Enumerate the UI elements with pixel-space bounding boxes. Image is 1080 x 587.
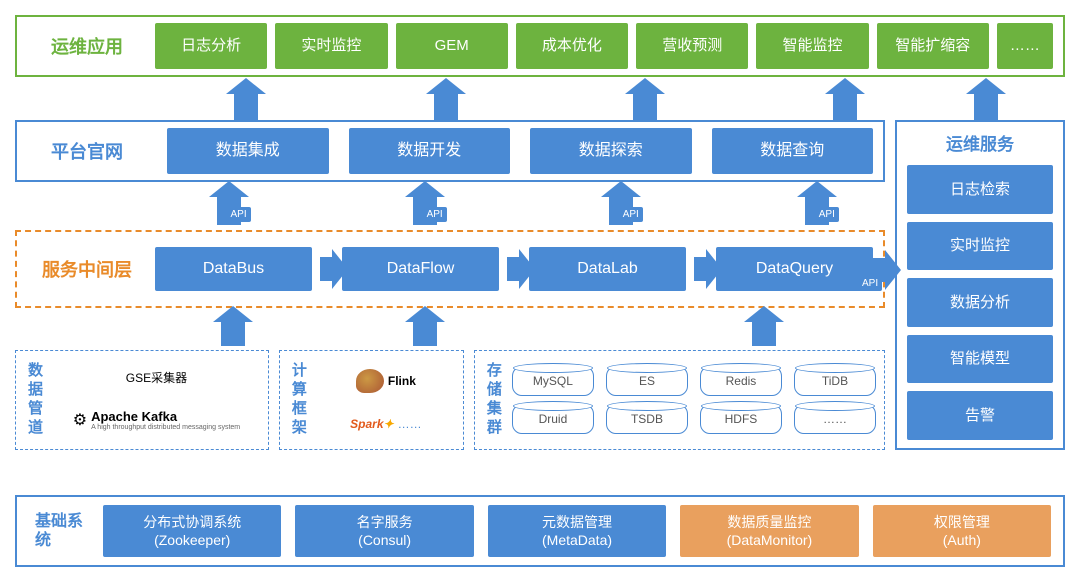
app-box: 成本优化	[516, 23, 628, 69]
middleware-box: DataLab	[529, 247, 686, 291]
arrow-up-icon	[833, 92, 857, 122]
middleware-box: DataFlow	[342, 247, 499, 291]
db-cyl: ES	[606, 366, 688, 396]
ops-box: 实时监控	[907, 222, 1053, 271]
foundation-box: 元数据管理(MetaData)	[488, 505, 666, 557]
platform-title: 平台官网	[27, 128, 147, 174]
arrow-right-icon	[507, 257, 521, 281]
flink-logo: Flink	[356, 369, 416, 393]
panel-title: 计算框架	[288, 362, 309, 438]
foundation-box: 名字服务(Consul)	[295, 505, 473, 557]
kafka-logo: ⚙︎ Apache KafkaA high throughput distrib…	[73, 409, 240, 431]
middleware-box: DataBus	[155, 247, 312, 291]
arrow-up-icon	[413, 320, 437, 346]
ops-service-col: 运维服务 日志检索 实时监控 数据分析 智能模型 告警	[895, 120, 1065, 450]
app-box: ……	[997, 23, 1053, 69]
api-tag: API	[423, 207, 447, 222]
api-tag: API	[227, 207, 251, 222]
apps-row: 运维应用 日志分析 实时监控 GEM 成本优化 营收预测 智能监控 智能扩缩容 …	[15, 15, 1065, 77]
platform-box: 数据开发	[349, 128, 511, 174]
arrow-right-icon	[694, 257, 708, 281]
db-cyl: TSDB	[606, 404, 688, 434]
foundation-box: 数据质量监控(DataMonitor)	[680, 505, 858, 557]
arrow-up-icon	[234, 92, 258, 122]
platform-row: 平台官网 数据集成 数据开发 数据探索 数据查询	[15, 120, 885, 182]
app-box: 智能监控	[756, 23, 868, 69]
arrow-up-icon	[434, 92, 458, 122]
panel-title: 存储集群	[483, 362, 504, 438]
db-cyl: Druid	[512, 404, 594, 434]
app-box: 营收预测	[636, 23, 748, 69]
api-tag: API	[619, 207, 643, 222]
spark-logo: Spark✦ ……	[350, 417, 421, 431]
ops-box: 智能模型	[907, 335, 1053, 384]
panel-title: 数据管道	[24, 362, 45, 438]
platform-box: 数据查询	[712, 128, 874, 174]
app-box: 实时监控	[275, 23, 387, 69]
api-tag: API	[815, 207, 839, 222]
storage-panel: 存储集群 MySQL ES Redis TiDB Druid TSDB HDFS…	[474, 350, 885, 450]
app-box: GEM	[396, 23, 508, 69]
db-cyl: HDFS	[700, 404, 782, 434]
ops-box: 数据分析	[907, 278, 1053, 327]
ops-box: 日志检索	[907, 165, 1053, 214]
arrow-right-icon	[320, 257, 334, 281]
db-cyl: Redis	[700, 366, 782, 396]
apps-title: 运维应用	[27, 23, 147, 69]
ops-box: 告警	[907, 391, 1053, 440]
db-cyl: MySQL	[512, 366, 594, 396]
middleware-title: 服务中间层	[27, 256, 147, 282]
platform-box: 数据探索	[530, 128, 692, 174]
data-pipeline-panel: 数据管道 GSE采集器 ⚙︎ Apache KafkaA high throug…	[15, 350, 269, 450]
foundation-box: 分布式协调系统(Zookeeper)	[103, 505, 281, 557]
infra-row: 数据管道 GSE采集器 ⚙︎ Apache KafkaA high throug…	[15, 350, 885, 450]
app-box: 智能扩缩容	[877, 23, 989, 69]
arrow-up-icon	[752, 320, 776, 346]
ops-title: 运维服务	[946, 130, 1014, 155]
app-box: 日志分析	[155, 23, 267, 69]
api-tag: API	[858, 276, 882, 291]
arrow-up-icon	[974, 92, 998, 122]
db-cyl: ……	[794, 404, 876, 434]
middleware-row: 服务中间层 DataBus DataFlow DataLab DataQuery	[15, 230, 885, 308]
foundation-title: 基础系统	[29, 505, 89, 557]
arrow-up-icon	[221, 320, 245, 346]
platform-box: 数据集成	[167, 128, 329, 174]
middleware-box: DataQuery	[716, 247, 873, 291]
compute-panel: 计算框架 Flink Spark✦ ……	[279, 350, 464, 450]
gse-label: GSE采集器	[126, 369, 187, 386]
db-cyl: TiDB	[794, 366, 876, 396]
foundation-row: 基础系统 分布式协调系统(Zookeeper) 名字服务(Consul) 元数据…	[15, 495, 1065, 567]
foundation-box: 权限管理(Auth)	[873, 505, 1051, 557]
arrow-up-icon	[633, 92, 657, 122]
